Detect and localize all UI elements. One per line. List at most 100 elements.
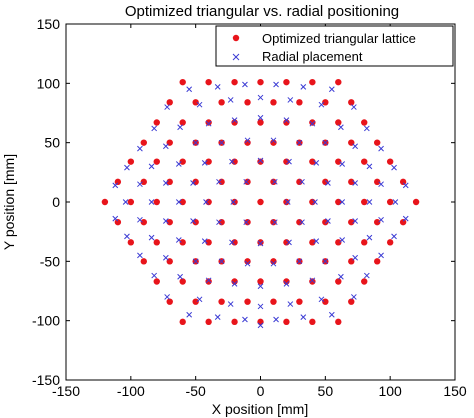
data-point-x — [190, 218, 196, 224]
data-point-dot — [270, 298, 277, 305]
data-point-dot — [231, 119, 238, 126]
data-point-x — [300, 84, 307, 90]
data-point-dot — [322, 298, 329, 305]
data-point-dot — [127, 198, 135, 206]
data-point-x — [148, 234, 155, 241]
data-point-x — [328, 311, 335, 318]
data-point-x — [151, 125, 158, 132]
data-point-dot — [114, 218, 122, 226]
data-point-dot — [283, 278, 290, 285]
data-point-dot — [270, 178, 277, 186]
data-point-dot — [309, 78, 316, 86]
data-point-x — [257, 283, 264, 290]
data-point-x — [325, 218, 331, 224]
data-point-x — [122, 199, 129, 205]
series-triangular-lattice — [101, 78, 420, 326]
data-point-dot — [244, 298, 251, 305]
data-point-x — [366, 234, 373, 241]
data-point-x — [229, 239, 235, 246]
data-point-x — [352, 218, 359, 224]
data-point-dot — [374, 218, 381, 226]
data-point-x — [351, 294, 357, 300]
data-point-x — [177, 124, 183, 131]
data-point-x — [391, 233, 397, 240]
data-point-x — [299, 219, 305, 226]
data-point-x — [318, 296, 325, 303]
data-point-x — [309, 120, 316, 127]
data-point-x — [338, 124, 344, 131]
data-point-x — [313, 238, 320, 245]
y-axis-label: Y position [mm] — [1, 154, 17, 250]
data-point-dot — [140, 139, 147, 146]
data-point-dot — [153, 278, 160, 285]
data-point-x — [257, 303, 264, 310]
data-point-x — [318, 101, 325, 108]
data-point-x — [214, 84, 221, 90]
data-point-x — [216, 178, 222, 185]
y-tick-label: 100 — [37, 75, 61, 91]
data-point-x — [192, 258, 199, 265]
data-point-dot — [101, 198, 109, 206]
series-radial-placement — [112, 81, 409, 329]
data-point-dot — [270, 139, 277, 146]
data-point-dot — [166, 218, 173, 226]
data-point-x — [378, 181, 384, 188]
data-point-x — [325, 180, 331, 186]
data-point-x — [201, 238, 208, 245]
data-point-dot — [309, 119, 316, 126]
x-tick-label: -100 — [117, 383, 145, 399]
data-point-x — [175, 237, 182, 243]
data-point-dot — [335, 119, 342, 126]
data-point-x — [175, 161, 182, 167]
data-point-x — [366, 163, 373, 170]
legend: Optimized triangular lattice Radial plac… — [215, 25, 454, 67]
data-point-x — [286, 239, 292, 246]
data-point-dot — [283, 119, 290, 126]
data-point-x — [296, 258, 303, 265]
data-point-x — [300, 314, 307, 320]
data-point-dot — [140, 218, 147, 226]
data-point-dot — [335, 78, 342, 86]
data-point-dot — [153, 158, 160, 165]
data-point-x — [243, 219, 250, 226]
data-point-dot — [257, 278, 264, 285]
x-tick-label: 100 — [378, 383, 402, 399]
data-point-x — [124, 164, 130, 171]
y-tick-label: 150 — [37, 16, 61, 32]
data-point-x — [231, 117, 238, 123]
data-point-x — [162, 143, 169, 150]
y-tick-label: 50 — [44, 135, 60, 151]
data-point-x — [244, 137, 251, 144]
data-point-dot — [361, 119, 368, 126]
data-point-dot — [231, 198, 238, 206]
data-point-x — [287, 97, 294, 103]
data-point-dot — [361, 278, 368, 285]
data-point-x — [273, 81, 279, 88]
data-point-x — [230, 199, 237, 205]
data-point-dot — [153, 198, 160, 206]
data-point-x — [391, 164, 397, 171]
data-point-dot — [386, 239, 394, 246]
data-point-x — [164, 104, 170, 110]
data-point-x — [151, 272, 158, 279]
data-point-dot — [309, 318, 316, 326]
data-point-x — [312, 199, 318, 205]
data-point-x — [112, 215, 119, 222]
data-point-x — [177, 273, 183, 280]
data-point-x — [175, 199, 182, 205]
data-point-dot — [244, 99, 251, 106]
data-point-x — [162, 254, 169, 261]
data-point-x — [218, 139, 225, 146]
x-tick-label: 0 — [257, 383, 265, 399]
data-point-dot — [153, 119, 160, 126]
data-point-dot — [153, 239, 160, 246]
data-point-x — [284, 199, 291, 205]
data-point-dot — [270, 99, 277, 106]
x-tick-label: 50 — [318, 383, 334, 399]
data-point-dot — [244, 258, 251, 265]
data-point-dot — [270, 258, 277, 265]
data-point-dot — [257, 198, 264, 206]
data-point-dot — [309, 158, 316, 165]
data-point-dot — [309, 278, 316, 285]
data-point-dot — [283, 198, 290, 206]
